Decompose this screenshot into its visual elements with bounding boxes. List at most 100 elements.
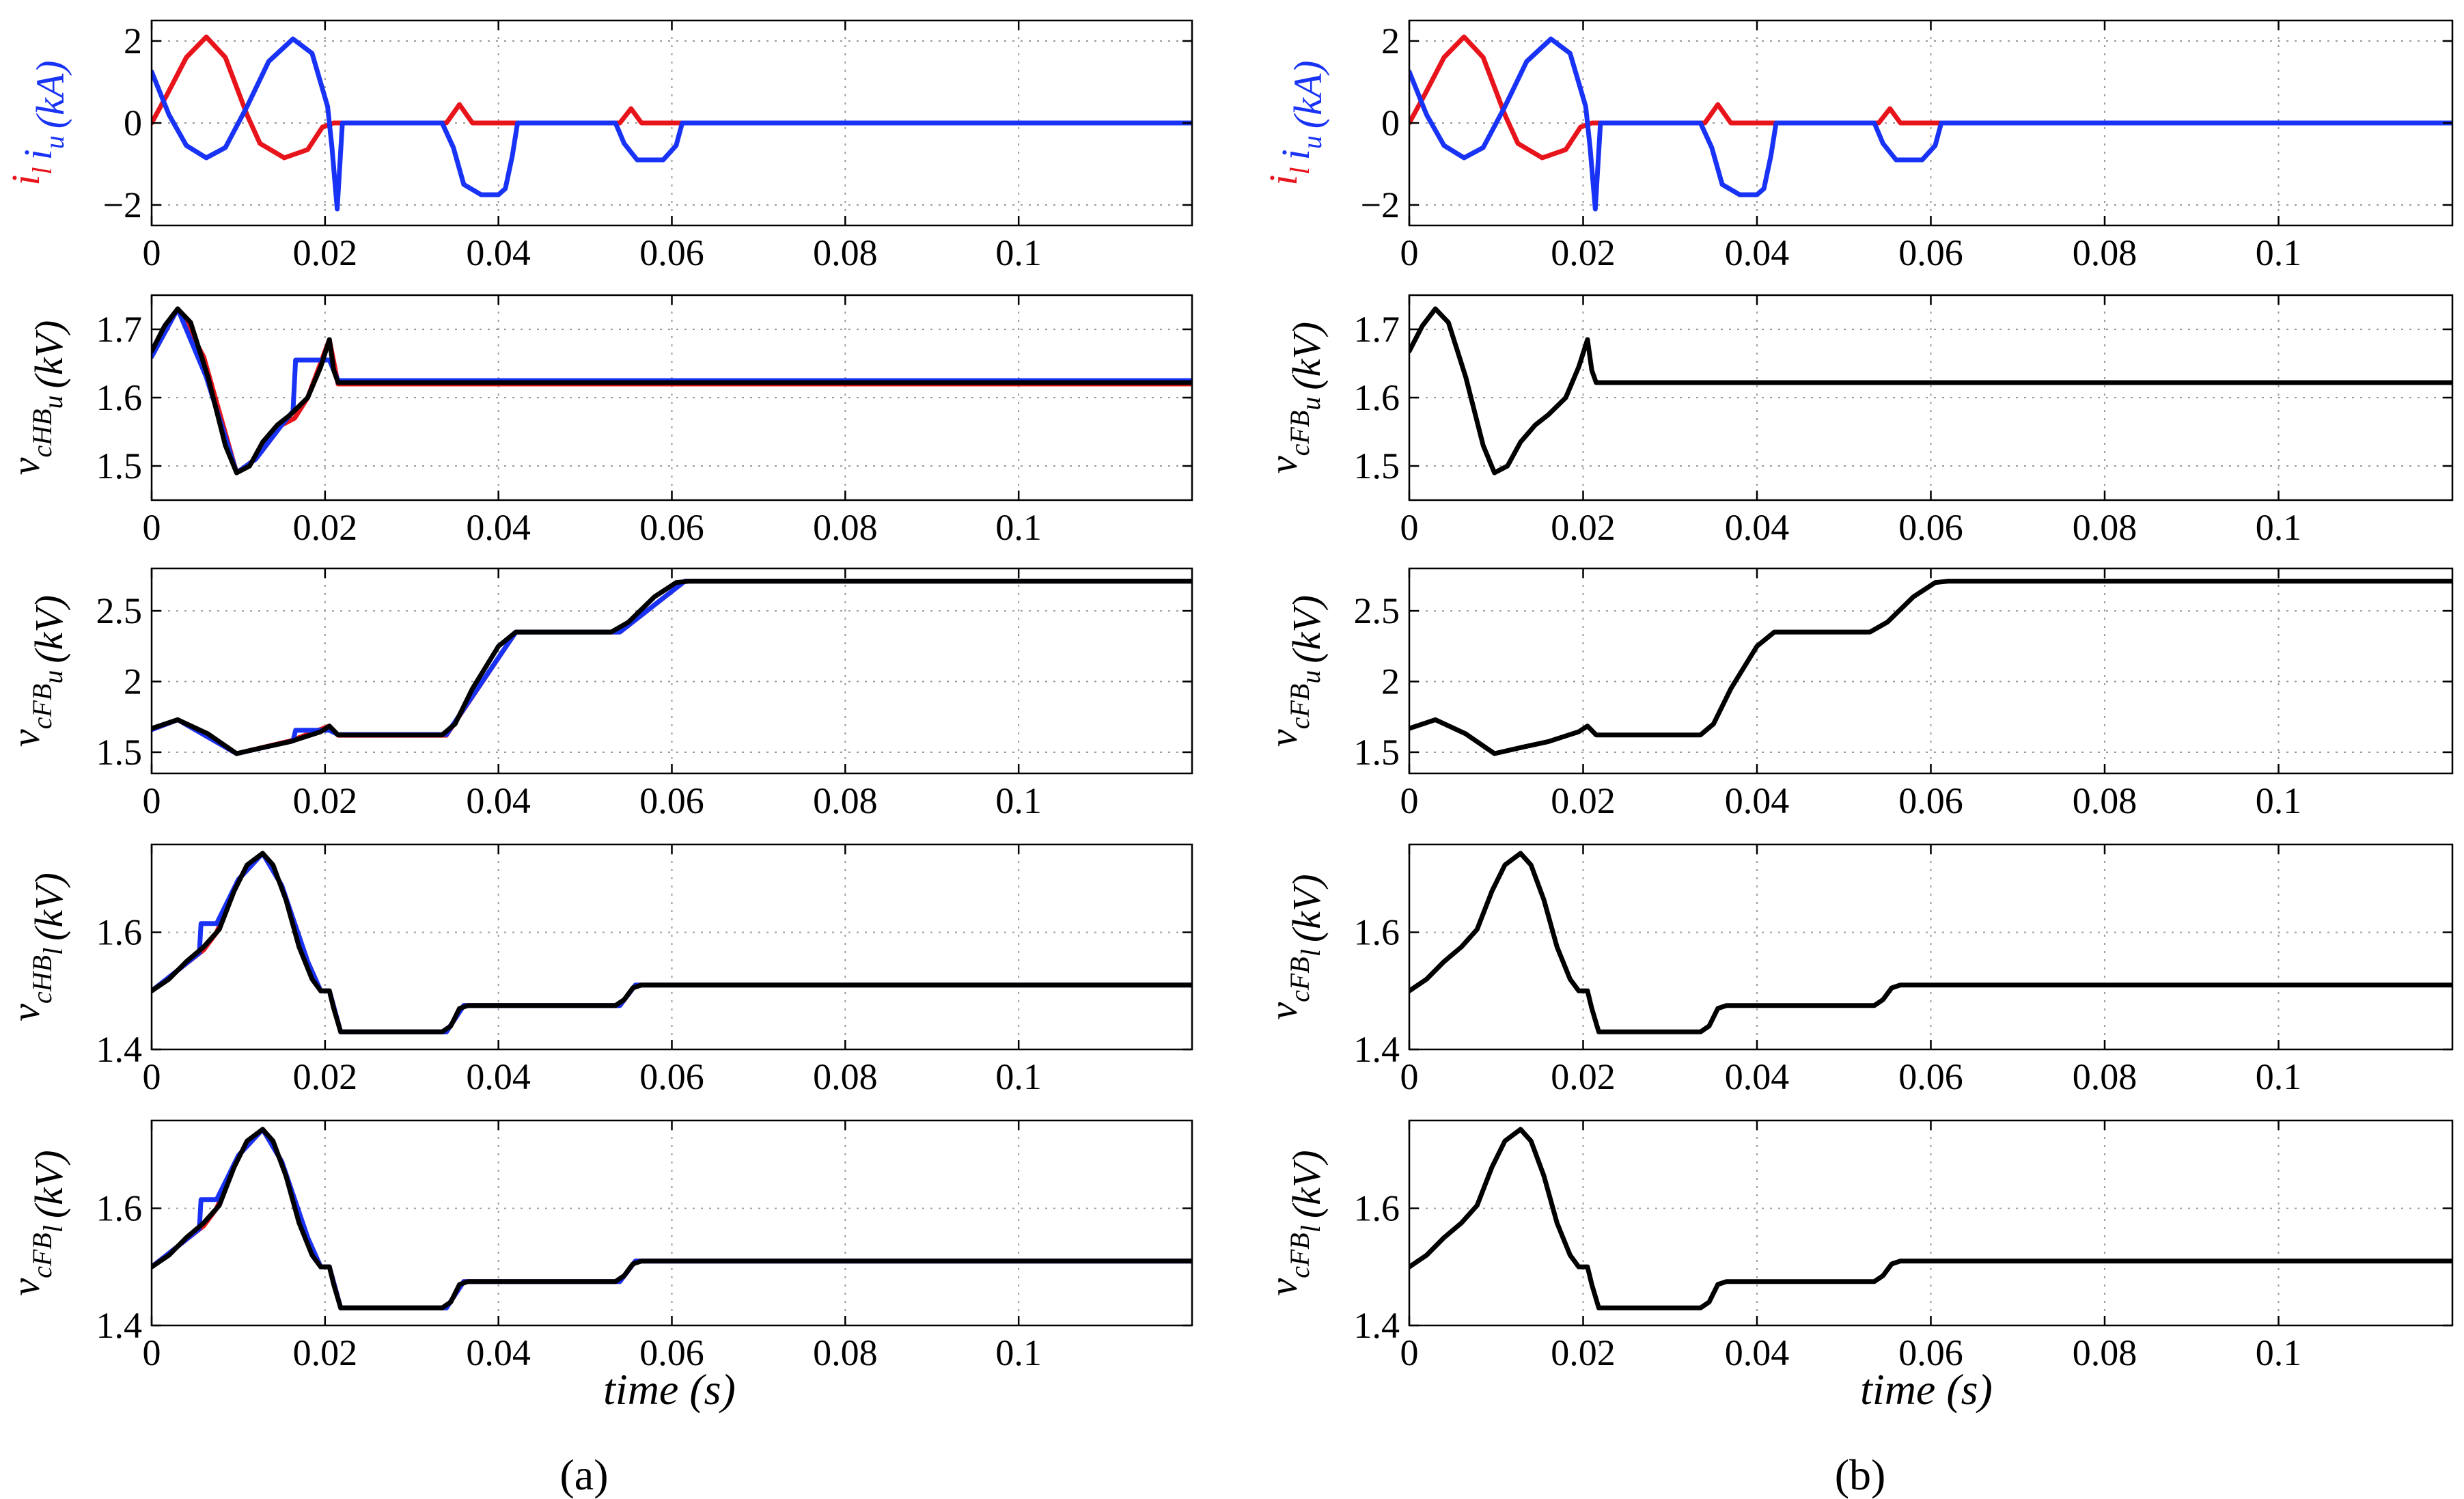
y-axis-label-subscript: cHB [27,955,57,1004]
y-axis-label-subscript: cFB [27,1233,57,1278]
y-tick-label: 1.7 [96,309,143,350]
y-tick-label: −2 [1361,184,1400,225]
y-axis-label-subsubscript: l [38,948,68,955]
y-axis-label: vcFBu (kV) [1261,595,1329,747]
series-line-i_u [152,36,1192,212]
y-tick-label: 2 [124,661,142,702]
x-tick-label: 0.02 [1551,1056,1616,1097]
x-tick-label: 0.02 [293,507,358,548]
y-tick-label: 1.6 [96,1188,143,1229]
series-line-black [1409,579,2452,756]
y-axis-label-part: (kV) [27,595,71,663]
y-axis-label: iliu(kA) [1261,60,1330,185]
x-tick-label: 0.06 [1898,780,1963,821]
series-line-i_l [152,34,1192,161]
y-axis-label-part: v [1261,456,1305,473]
y-axis-label-subsubscript: u [1295,397,1326,411]
y-axis-label-part: (kV) [1284,1150,1329,1218]
x-tick-label: 0.04 [1725,1332,1790,1373]
x-tick-label: 0.02 [1551,507,1616,548]
x-tick-label: 0.04 [1725,780,1790,821]
x-tick-label: 0.08 [2073,780,2137,821]
x-tick-label: 0.06 [639,1056,704,1097]
y-axis-label-subscript: cFB [1284,411,1315,456]
series-line-black [152,851,1192,1034]
x-tick-label: 0.04 [466,232,531,273]
y-axis-label-part: (kV) [27,320,71,389]
plot-b-4: 0 0.02 0.04 0.06 0.08 0.1 1.4 1.6 vcFBl (kV) [1261,843,2454,1097]
x-tick-label: 0.08 [2073,507,2137,548]
y-axis-label-part: v [3,457,48,475]
plot-a-2: 0 0.02 0.04 0.06 0.08 0.1 1.5 1.6 1.7 vcHBu (kV) [3,294,1193,548]
y-tick-label: 1.4 [1354,1029,1400,1070]
x-tick-label: 0.08 [813,507,878,548]
x-tick-label: 0.06 [639,780,704,821]
plot-b-3: 0 0.02 0.04 0.06 0.08 0.1 1.5 2 2.5 vcFBu (kV) [1261,567,2454,821]
x-tick-label: 0 [143,507,161,548]
x-tick-label: 0.06 [639,1332,704,1373]
x-tick-label: 0.1 [2256,1332,2302,1373]
series-line-i_l [1409,34,2452,161]
x-tick-label: 0.04 [466,780,531,821]
y-tick-label: 1.6 [1354,912,1400,953]
x-tick-label: 0.04 [1725,232,1790,273]
x-tick-label: 0.04 [466,1332,531,1373]
y-tick-label: 1.7 [1354,309,1400,350]
x-tick-label: 0.08 [813,780,878,821]
y-axis-label-subsubscript: u [38,670,68,684]
x-tick-label: 0 [1400,780,1419,821]
y-tick-label: 1.6 [1354,1188,1400,1229]
x-tick-label: 0 [1400,1056,1419,1097]
y-axis-label-subscript: cFB [1284,957,1315,1002]
x-tick-label: 0.04 [1725,507,1790,548]
x-tick-label: 0 [1400,507,1419,548]
series-line-black [152,1127,1192,1310]
y-axis-label-part: (kA) [28,60,72,128]
x-tick-label: 0.04 [466,1056,531,1097]
y-tick-label: 1.6 [1354,377,1400,418]
x-tick-label: 0 [1400,1332,1419,1373]
y-axis-label-subscript: l [1284,167,1315,174]
y-axis-label: vcHBl (kV) [3,872,71,1021]
y-axis-label-part: (kV) [1284,322,1329,390]
y-axis-label-part: v [1261,1278,1305,1296]
y-axis-label-subscript: cFB [1284,1233,1315,1278]
y-tick-label: 1.4 [96,1029,143,1070]
y-axis-label-subscript: cFB [27,684,57,730]
x-axis-label-b: time (s) [1860,1365,1993,1414]
y-tick-label: 1.5 [96,445,143,486]
x-tick-label: 0.06 [1898,232,1963,273]
y-axis-label-part: v [1261,729,1305,747]
y-tick-label: 1.5 [96,732,143,773]
x-tick-label: 0.1 [2256,780,2302,821]
y-axis-label: vcFBu (kV) [3,595,71,747]
plot-b-2: 0 0.02 0.04 0.06 0.08 0.1 1.5 1.6 1.7 vcFBu (kV) [1261,294,2454,548]
x-tick-label: 0.1 [2256,507,2302,548]
y-tick-label: 1.4 [96,1305,143,1346]
y-tick-label: 0 [1381,102,1400,143]
series-line-black [152,306,1192,476]
x-tick-label: 0.06 [1898,1332,1963,1373]
y-axis-label-part: v [3,729,48,747]
x-tick-label: 0.02 [293,232,358,273]
y-axis-label: vcHBu (kV) [3,320,71,476]
y-axis-label-subsubscript: l [1295,949,1326,957]
y-axis-label-part: i [3,174,48,185]
x-tick-label: 0.1 [995,780,1042,821]
x-tick-label: 0.1 [995,1056,1042,1097]
x-tick-label: 0.1 [2256,232,2302,273]
plot-a-4: 0 0.02 0.04 0.06 0.08 0.1 1.4 1.6 vcHBl (kV) [3,843,1193,1097]
y-tick-label: 2 [1381,20,1400,61]
series-line-black [1409,306,2452,476]
x-tick-label: 0.08 [2073,1332,2137,1373]
x-tick-label: 0.06 [1898,1056,1963,1097]
y-axis-label: vcFBl (kV) [3,1150,71,1295]
x-tick-label: 0.06 [639,232,704,273]
plots-layer: 0 0.02 0.04 0.06 0.08 0.1 −2 0 2 iliu(kA) 0 0.02 0.0… [3,19,2454,1373]
y-axis-label: vcFBl (kV) [1261,874,1329,1019]
series-line-black [1409,1127,2452,1310]
panel-label-a: (a) [559,1450,608,1499]
x-tick-label: 0.08 [2073,1056,2137,1097]
